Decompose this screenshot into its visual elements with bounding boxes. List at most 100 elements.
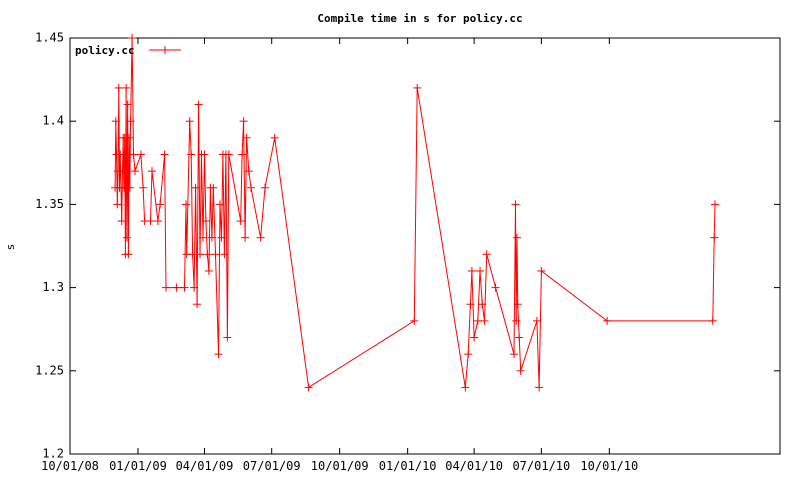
data-point [116, 150, 125, 159]
data-point [270, 133, 279, 142]
data-point [512, 316, 521, 325]
data-point [211, 250, 220, 259]
data-point [180, 283, 189, 292]
data-point [710, 200, 719, 209]
data-point [516, 366, 525, 375]
data-point [247, 183, 256, 192]
y-tick-label: 1.45 [35, 31, 64, 45]
data-point [515, 333, 524, 342]
y-axis-label: s [4, 244, 17, 251]
data-point [139, 183, 148, 192]
data-point [510, 350, 519, 359]
data-point [153, 217, 162, 226]
data-point [220, 250, 229, 259]
x-tick-label: 04/01/10 [445, 459, 503, 473]
data-point [512, 233, 521, 242]
data-point [241, 233, 250, 242]
data-point [224, 150, 233, 159]
data-point [413, 83, 422, 92]
data-point [239, 117, 248, 126]
data-point [242, 133, 251, 142]
data-point [124, 250, 133, 259]
data-point [511, 200, 520, 209]
data-point [535, 383, 544, 392]
data-point [480, 316, 489, 325]
x-tick-label: 07/01/09 [243, 459, 301, 473]
data-point [128, 34, 137, 42]
x-tick-label: 10/01/10 [580, 459, 638, 473]
data-point [464, 350, 473, 359]
data-point [244, 167, 253, 176]
data-point [160, 150, 169, 159]
x-tick-label: 10/01/09 [311, 459, 369, 473]
data-point [113, 200, 122, 209]
data-point [236, 217, 245, 226]
data-point [603, 316, 612, 325]
legend: policy.cc [75, 44, 181, 57]
data-point [238, 150, 247, 159]
data-point [256, 233, 265, 242]
data-point [122, 83, 131, 92]
x-tick-label: 07/01/10 [512, 459, 570, 473]
data-point [126, 117, 135, 126]
data-point [118, 167, 127, 176]
legend-label: policy.cc [75, 44, 135, 57]
data-point [114, 83, 123, 92]
data-point [537, 266, 546, 275]
data-point [187, 150, 196, 159]
data-point [467, 266, 476, 275]
data-point [478, 300, 487, 309]
data-point [491, 283, 500, 292]
data-point [204, 266, 213, 275]
data-point [123, 100, 132, 109]
data-point [117, 217, 126, 226]
data-point [200, 150, 209, 159]
y-tick-label: 1.35 [35, 197, 64, 211]
y-tick-label: 1.4 [42, 114, 64, 128]
data-point [190, 283, 199, 292]
data-point [482, 250, 491, 259]
data-point [129, 150, 138, 159]
data-point [215, 200, 224, 209]
data-point [304, 383, 313, 392]
data-point [461, 383, 470, 392]
data-point [111, 117, 120, 126]
plot-frame [69, 37, 781, 455]
chart-title: Compile time in s for policy.cc [317, 12, 522, 25]
data-point [198, 233, 207, 242]
series-line [114, 37, 716, 389]
data-point [410, 316, 419, 325]
data-point [122, 233, 131, 242]
data-point [188, 250, 197, 259]
data-point [466, 300, 475, 309]
data-point [476, 266, 485, 275]
x-tick-label: 04/01/09 [176, 459, 234, 473]
axes: 1.2 1.25 1.3 1.35 1.4 1.45 10/01/08 01/01/09 04/… [35, 31, 781, 473]
x-tick-label: 01/01/09 [109, 459, 167, 473]
data-point [125, 133, 134, 142]
y-tick-label: 1.3 [42, 280, 64, 294]
data-point [131, 167, 140, 176]
data-point [708, 316, 717, 325]
data-point [193, 300, 202, 309]
data-point [125, 183, 134, 192]
data-point [513, 300, 522, 309]
data-point [217, 233, 226, 242]
data-point [136, 150, 145, 159]
y-tick-label: 1.2 [42, 447, 64, 461]
data-point [710, 233, 719, 242]
data-point [223, 333, 232, 342]
data-point [181, 200, 190, 209]
data-point [532, 316, 541, 325]
data-point [209, 183, 218, 192]
data-point [261, 183, 270, 192]
data-point [146, 217, 155, 226]
x-tick-label: 01/01/10 [379, 459, 437, 473]
data-point [185, 117, 194, 126]
x-tick-label: 10/01/08 [41, 459, 99, 473]
y-tick-label: 1.25 [35, 363, 64, 377]
data-point [162, 283, 171, 292]
data-point [172, 283, 181, 292]
data-point [194, 100, 203, 109]
